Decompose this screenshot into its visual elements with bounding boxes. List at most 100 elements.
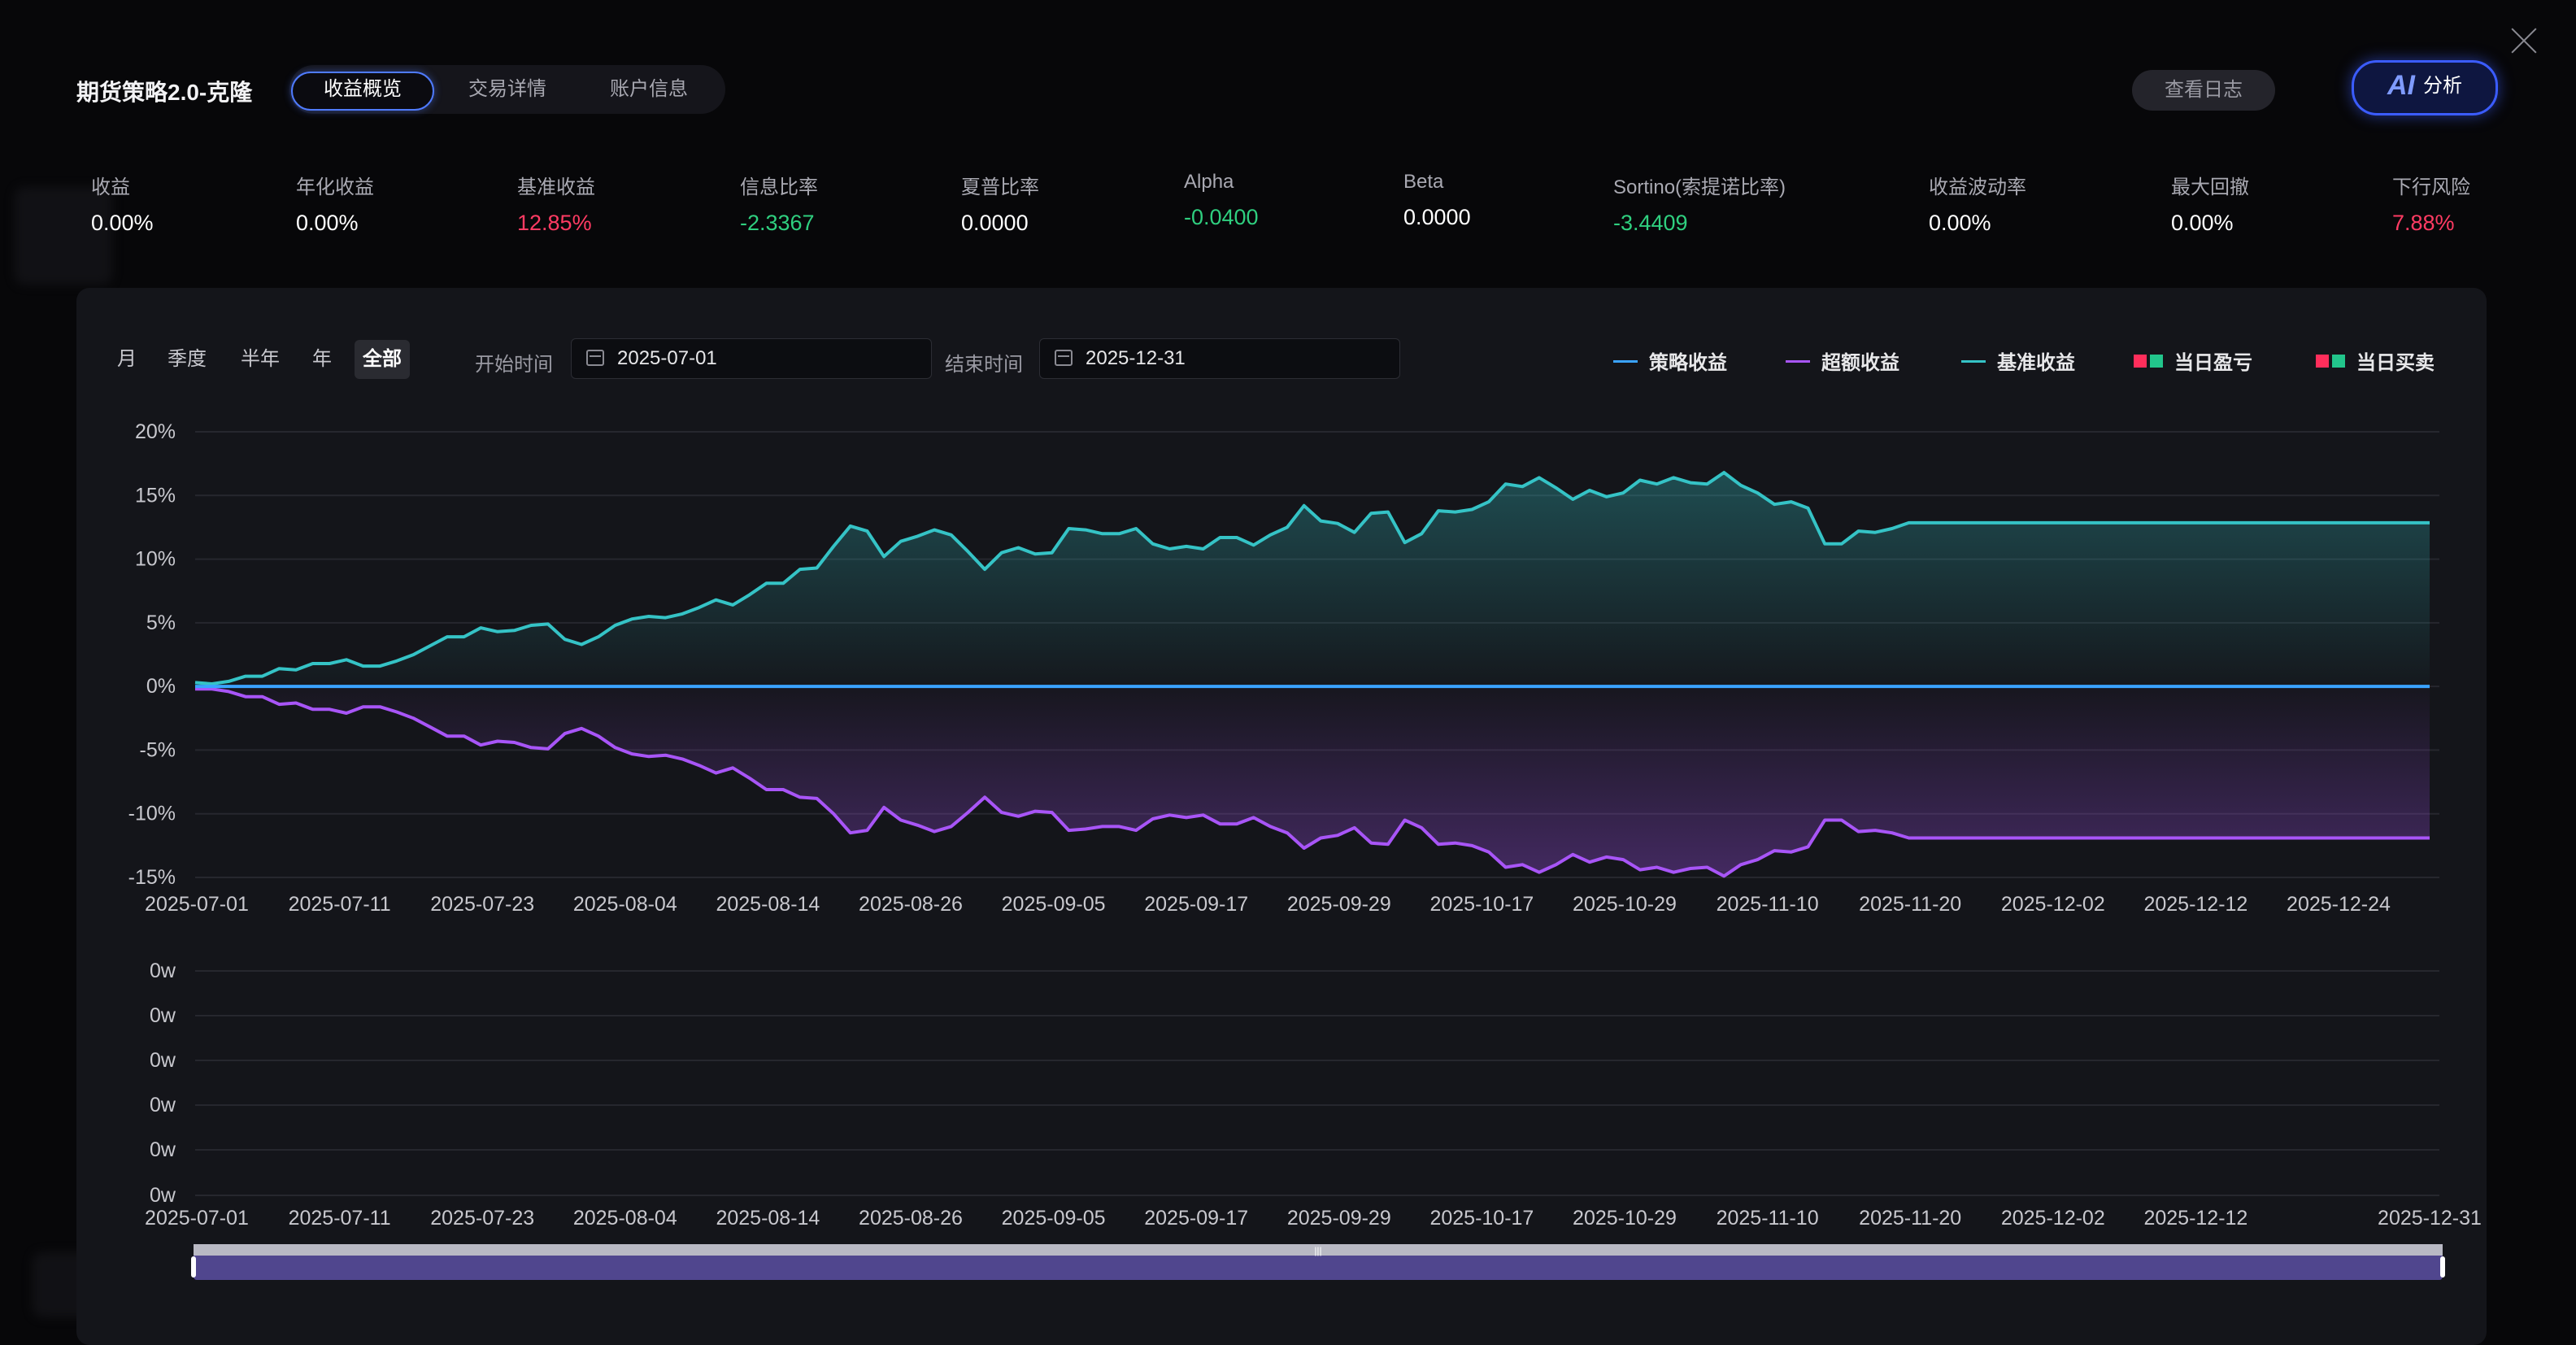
x-tick-label: 2025-09-17 (1144, 893, 1248, 916)
y-tick-label: 20% (135, 420, 176, 443)
legend-square-icon (2332, 355, 2345, 368)
strategy-title: 期货策略2.0-克隆 (76, 80, 253, 105)
metrics-row: 收益 0.00% 年化收益 0.00% 基准收益 12.85% 信息比率 -2.3367… (0, 171, 2576, 252)
x-tick-label: 2025-09-05 (1002, 893, 1106, 916)
metric-value: -2.3367 (740, 211, 815, 235)
metric-max-drawdown: 最大回撤 0.00% (2171, 171, 2249, 236)
x-tick-label: 2025-10-29 (1573, 1207, 1677, 1230)
x-tick-label: 2025-07-01 (145, 893, 249, 916)
x-tick-label: 2025-12-12 (2143, 893, 2247, 916)
slider-handle-left[interactable] (191, 1256, 196, 1278)
y-tick-label: 0w (150, 1094, 176, 1116)
metric-label: 夏普比率 (961, 176, 1039, 198)
x-tick-label: 2025-08-26 (859, 893, 963, 916)
x-tick-label: 2025-08-26 (859, 1207, 963, 1230)
metric-value: 0.00% (91, 211, 154, 235)
y-tick-label: 5% (146, 612, 176, 634)
y-tick-label: -10% (128, 803, 176, 825)
metric-value: -0.0400 (1184, 205, 1259, 229)
x-tick-label: 2025-07-11 (289, 893, 391, 916)
benchmark-area (195, 472, 2430, 687)
metric-label: 下行风险 (2392, 176, 2470, 198)
y-tick-label: 15% (135, 484, 176, 507)
legend-square-icon (2134, 355, 2147, 368)
legend-label: 基准收益 (1997, 352, 2075, 374)
tab-trade-details[interactable]: 交易详情 (468, 78, 546, 100)
view-log-button[interactable]: 查看日志 (2132, 70, 2275, 111)
metric-annual-return: 年化收益 0.00% (296, 171, 374, 236)
period-year[interactable]: 年 (312, 348, 332, 370)
metric-label: 年化收益 (296, 176, 374, 198)
x-tick-label: 2025-07-11 (289, 1207, 391, 1230)
x-tick-label: 2025-09-29 (1287, 1207, 1391, 1230)
period-half-year[interactable]: 半年 (241, 348, 280, 370)
legend-benchmark-return[interactable]: 基准收益 (1961, 346, 2075, 375)
legend-daily-trades[interactable]: 当日买卖 (2316, 346, 2435, 375)
y-tick-label: -15% (128, 866, 176, 889)
legend-excess-return[interactable]: 超额收益 (1786, 346, 1899, 375)
ai-icon: AI (2387, 70, 2415, 101)
y-tick-label: 0w (150, 1138, 176, 1161)
benchmark-return-line (194, 471, 2430, 686)
metric-sortino: Sortino(索提诺比率) -3.4409 (1613, 171, 1786, 236)
start-date-value: 2025-07-01 (617, 347, 717, 369)
x-tick-label: 2025-07-23 (430, 893, 534, 916)
x-tick-label: 2025-07-01 (145, 1207, 249, 1230)
legend-label: 策略收益 (1649, 352, 1727, 374)
x-tick-label: 2025-08-14 (716, 1207, 820, 1230)
slider-handle-right[interactable] (2440, 1256, 2445, 1278)
returns-line-chart: 20% 15% 10% 5% 0% -5% -10% -15% 2025-07-01 2025-0… (128, 420, 2439, 916)
legend-label: 超额收益 (1821, 352, 1899, 374)
end-date-label: 结束时间 (945, 354, 1023, 376)
metric-label: Beta (1403, 171, 1444, 193)
legend-strategy-return[interactable]: 策略收益 (1613, 346, 1727, 375)
end-date-field[interactable]: 2025-12-31 (1039, 338, 1400, 379)
y-tick-label: 0w (150, 960, 176, 982)
zoom-slider[interactable]: ||| (191, 1244, 2445, 1280)
x-tick-label: 2025-12-12 (2143, 1207, 2247, 1230)
period-month[interactable]: 月 (117, 348, 137, 370)
legend-square-icon (2316, 355, 2329, 368)
period-quarter[interactable]: 季度 (168, 348, 207, 370)
metric-label: 收益 (91, 176, 130, 198)
x-tick-label: 2025-12-24 (2287, 893, 2391, 916)
metric-information-ratio: 信息比率 -2.3367 (740, 171, 818, 236)
x-tick-label: 2025-11-20 (1859, 893, 1961, 916)
metric-alpha: Alpha -0.0400 (1184, 171, 1259, 230)
legend-daily-pnl[interactable]: 当日盈亏 (2134, 346, 2252, 375)
metric-value: 7.88% (2392, 211, 2455, 235)
slider-grip-icon[interactable]: ||| (1314, 1245, 1321, 1256)
slider-track[interactable] (194, 1244, 2443, 1256)
start-date-field[interactable]: 2025-07-01 (571, 338, 932, 379)
y-tick-label: -5% (140, 738, 176, 761)
end-date-value: 2025-12-31 (1086, 347, 1186, 369)
tab-group: 收益概览 交易详情 账户信息 (289, 65, 725, 114)
x-tick-label: 2025-09-17 (1144, 1207, 1248, 1230)
metric-label: Alpha (1184, 171, 1234, 193)
period-all[interactable]: 全部 (355, 340, 410, 379)
modal-header: 期货策略2.0-克隆 收益概览 交易详情 账户信息 查看日志 AI 分析 (0, 0, 2576, 163)
x-tick-label: 2025-12-02 (2001, 1207, 2105, 1230)
x-tick-label: 2025-11-10 (1717, 1207, 1819, 1230)
legend-label: 当日盈亏 (2174, 352, 2252, 374)
legend-line-icon (1961, 360, 1986, 363)
metric-label: 信息比率 (740, 176, 818, 198)
x-tick-label: 2025-09-29 (1287, 893, 1391, 916)
x-tick-label: 2025-12-02 (2001, 893, 2105, 916)
metric-value: 0.0000 (1403, 205, 1471, 229)
x-tick-label: 2025-08-04 (573, 893, 677, 916)
metric-value: 12.85% (517, 211, 592, 235)
metric-value: -3.4409 (1613, 211, 1688, 235)
metric-beta: Beta 0.0000 (1403, 171, 1471, 230)
metric-label: 基准收益 (517, 176, 595, 198)
metric-volatility: 收益波动率 0.00% (1929, 171, 2026, 236)
metric-label: 最大回撤 (2171, 176, 2249, 198)
y-tick-label: 0% (146, 675, 176, 698)
tab-overview[interactable]: 收益概览 (291, 72, 434, 111)
metric-value: 0.00% (1929, 211, 1991, 235)
calendar-icon (1055, 350, 1073, 366)
ai-analysis-button[interactable]: AI 分析 (2352, 60, 2498, 115)
tab-account-info[interactable]: 账户信息 (610, 78, 688, 100)
